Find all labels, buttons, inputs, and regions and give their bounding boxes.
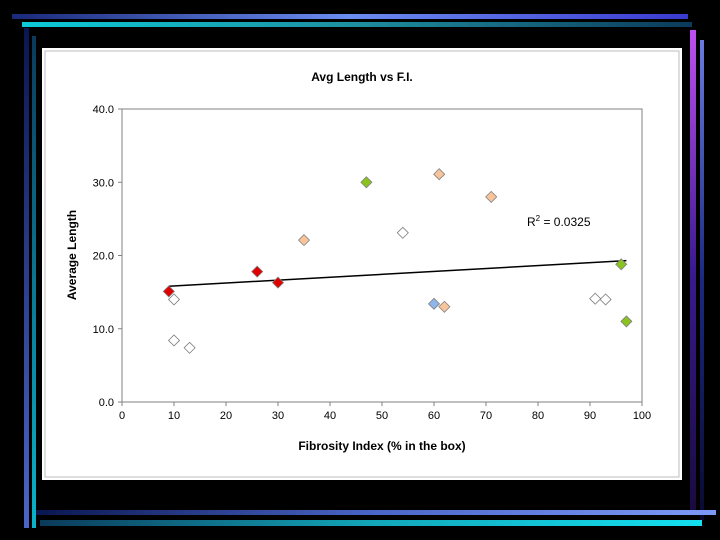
x-tick-label: 30 (272, 410, 284, 422)
data-point (438, 300, 451, 313)
data-point (433, 168, 446, 181)
top-frame-bar-teal (22, 22, 692, 27)
x-axis-title: Fibrosity Index (% in the box) (298, 439, 465, 453)
right-frame-bar-blue (700, 40, 704, 520)
data-point (271, 276, 285, 289)
data-point (251, 265, 264, 278)
y-axis-title: Average Length (65, 210, 79, 300)
r-superscript: 2 (536, 214, 541, 223)
data-point (297, 234, 311, 247)
data-point (485, 190, 498, 203)
data-point (427, 297, 441, 310)
x-tick-label: 40 (324, 410, 336, 422)
chart-panel: Avg Length vs F.I. 0 10 20 30 40 50 60 70 80 90 10… (42, 48, 682, 480)
points-layer (162, 168, 633, 354)
tick-layer: 0 10 20 30 40 50 60 70 80 90 100 0.0 10.0 20.0 30.0 40.… (93, 104, 652, 422)
data-point (589, 292, 602, 305)
left-frame-bar-teal (32, 36, 36, 528)
trendline (168, 259, 627, 288)
data-point (183, 341, 196, 354)
data-point (620, 315, 633, 328)
chart-title: Avg Length vs F.I. (311, 70, 413, 84)
y-tick-label: 10.0 (93, 324, 114, 336)
data-point (167, 293, 181, 306)
data-point (396, 226, 409, 239)
y-tick-label: 40.0 (93, 104, 114, 116)
data-point (162, 285, 175, 298)
plot-area (121, 108, 643, 403)
y-tick-label: 30.0 (93, 177, 114, 189)
bottom-frame-bar-teal (40, 520, 702, 526)
data-point (615, 258, 628, 271)
x-tick-label: 90 (584, 410, 596, 422)
top-frame-bar-blue (12, 14, 688, 19)
data-point (599, 293, 612, 306)
x-tick-label: 70 (480, 410, 492, 422)
x-tick-label: 0 (119, 410, 125, 422)
data-point (360, 176, 373, 189)
x-tick-label: 10 (168, 410, 180, 422)
bottom-frame-bar-blue (36, 510, 716, 515)
y-tick-label: 0.0 (99, 397, 114, 409)
r-value: = 0.0325 (540, 215, 591, 229)
x-tick-label: 60 (428, 410, 440, 422)
scatter-chart: Avg Length vs F.I. 0 10 20 30 40 50 60 70 80 90 10… (44, 50, 680, 478)
y-tick-label: 20.0 (93, 251, 114, 263)
x-tick-label: 80 (532, 410, 544, 422)
left-frame-bar-blue (24, 28, 29, 528)
x-tick-label: 100 (633, 410, 651, 422)
r-symbol: R (527, 215, 536, 229)
data-point (167, 334, 181, 347)
right-frame-bar-purple (690, 30, 696, 510)
x-tick-label: 50 (376, 410, 388, 422)
r-squared-annotation: R2 = 0.0325 (527, 214, 591, 229)
x-tick-label: 20 (220, 410, 232, 422)
